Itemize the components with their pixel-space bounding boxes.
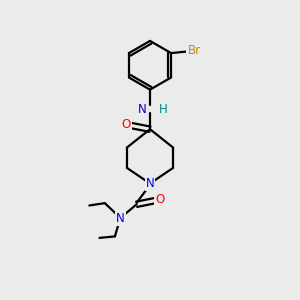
Text: H: H (159, 103, 168, 116)
Text: N: N (116, 212, 125, 225)
Text: O: O (155, 193, 164, 206)
Text: O: O (122, 118, 131, 130)
Text: Br: Br (188, 44, 201, 57)
Text: N: N (146, 177, 154, 190)
Text: N: N (138, 103, 146, 116)
